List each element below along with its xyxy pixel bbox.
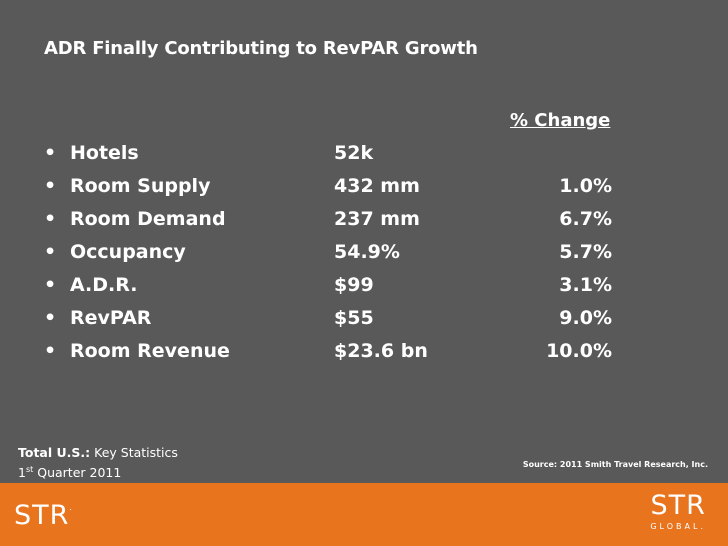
stat-value: $55 — [334, 307, 374, 329]
source-note: Source: 2011 Smith Travel Research, Inc. — [522, 460, 708, 469]
footer-quarter-number: 1 — [18, 465, 26, 480]
bullet-icon: • — [44, 208, 57, 230]
stat-label: Room Revenue — [70, 340, 230, 362]
footer-line-1: Total U.S.: Key Statistics — [18, 444, 178, 461]
bullet-icon: • — [44, 175, 57, 197]
stat-change: 3.1% — [559, 274, 612, 296]
stat-label: Room Demand — [70, 208, 226, 230]
stat-change: 1.0% — [559, 175, 612, 197]
bullet-icon: • — [44, 307, 57, 329]
stat-label: Room Supply — [70, 175, 211, 197]
str-global-logo-text: STR — [650, 490, 706, 521]
percent-change-header: % Change — [510, 110, 611, 131]
footer-region: Total U.S.: — [18, 445, 91, 460]
stat-value: 237 mm — [334, 208, 420, 230]
stat-label: RevPAR — [70, 307, 152, 329]
brand-bar: STR. STR GLOBAL. — [0, 483, 728, 546]
stat-label: Hotels — [70, 142, 139, 164]
stat-label: A.D.R. — [70, 274, 138, 296]
slide-title: ADR Finally Contributing to RevPAR Growt… — [44, 38, 478, 59]
stat-list: • Hotels 52k • Room Supply 432 mm 1.0% •… — [44, 142, 624, 373]
stat-row-adr: • A.D.R. $99 3.1% — [44, 274, 624, 307]
stat-change: 6.7% — [559, 208, 612, 230]
stat-value: 54.9% — [334, 241, 400, 263]
stat-row-room-supply: • Room Supply 432 mm 1.0% — [44, 175, 624, 208]
footer-ordinal: st — [25, 465, 34, 474]
stat-change: 10.0% — [546, 340, 612, 362]
bullet-icon: • — [44, 241, 57, 263]
footer-caption: Total U.S.: Key Statistics 1st Quarter 2… — [18, 444, 178, 481]
stat-row-revpar: • RevPAR $55 9.0% — [44, 307, 624, 340]
stat-row-occupancy: • Occupancy 54.9% 5.7% — [44, 241, 624, 274]
str-logo-text: STR — [14, 500, 70, 531]
stat-row-room-demand: • Room Demand 237 mm 6.7% — [44, 208, 624, 241]
str-global-logo: STR GLOBAL. — [650, 491, 706, 533]
stat-label: Occupancy — [70, 241, 186, 263]
stat-change: 9.0% — [559, 307, 612, 329]
stat-value: $23.6 bn — [334, 340, 428, 362]
bullet-icon: • — [44, 274, 57, 296]
footer-subject: Key Statistics — [90, 445, 178, 460]
stat-row-hotels: • Hotels 52k — [44, 142, 624, 175]
str-logo-mark: . — [69, 503, 73, 512]
str-global-logo-subtext: GLOBAL. — [650, 522, 706, 531]
str-logo-left: STR. — [14, 500, 73, 531]
stat-value: 52k — [334, 142, 374, 164]
stat-value: 432 mm — [334, 175, 420, 197]
footer-period: Quarter 2011 — [33, 465, 122, 480]
bullet-icon: • — [44, 142, 57, 164]
stat-row-room-revenue: • Room Revenue $23.6 bn 10.0% — [44, 340, 624, 373]
stat-change: 5.7% — [559, 241, 612, 263]
footer-line-2: 1st Quarter 2011 — [18, 461, 178, 481]
bullet-icon: • — [44, 340, 57, 362]
stat-value: $99 — [334, 274, 374, 296]
